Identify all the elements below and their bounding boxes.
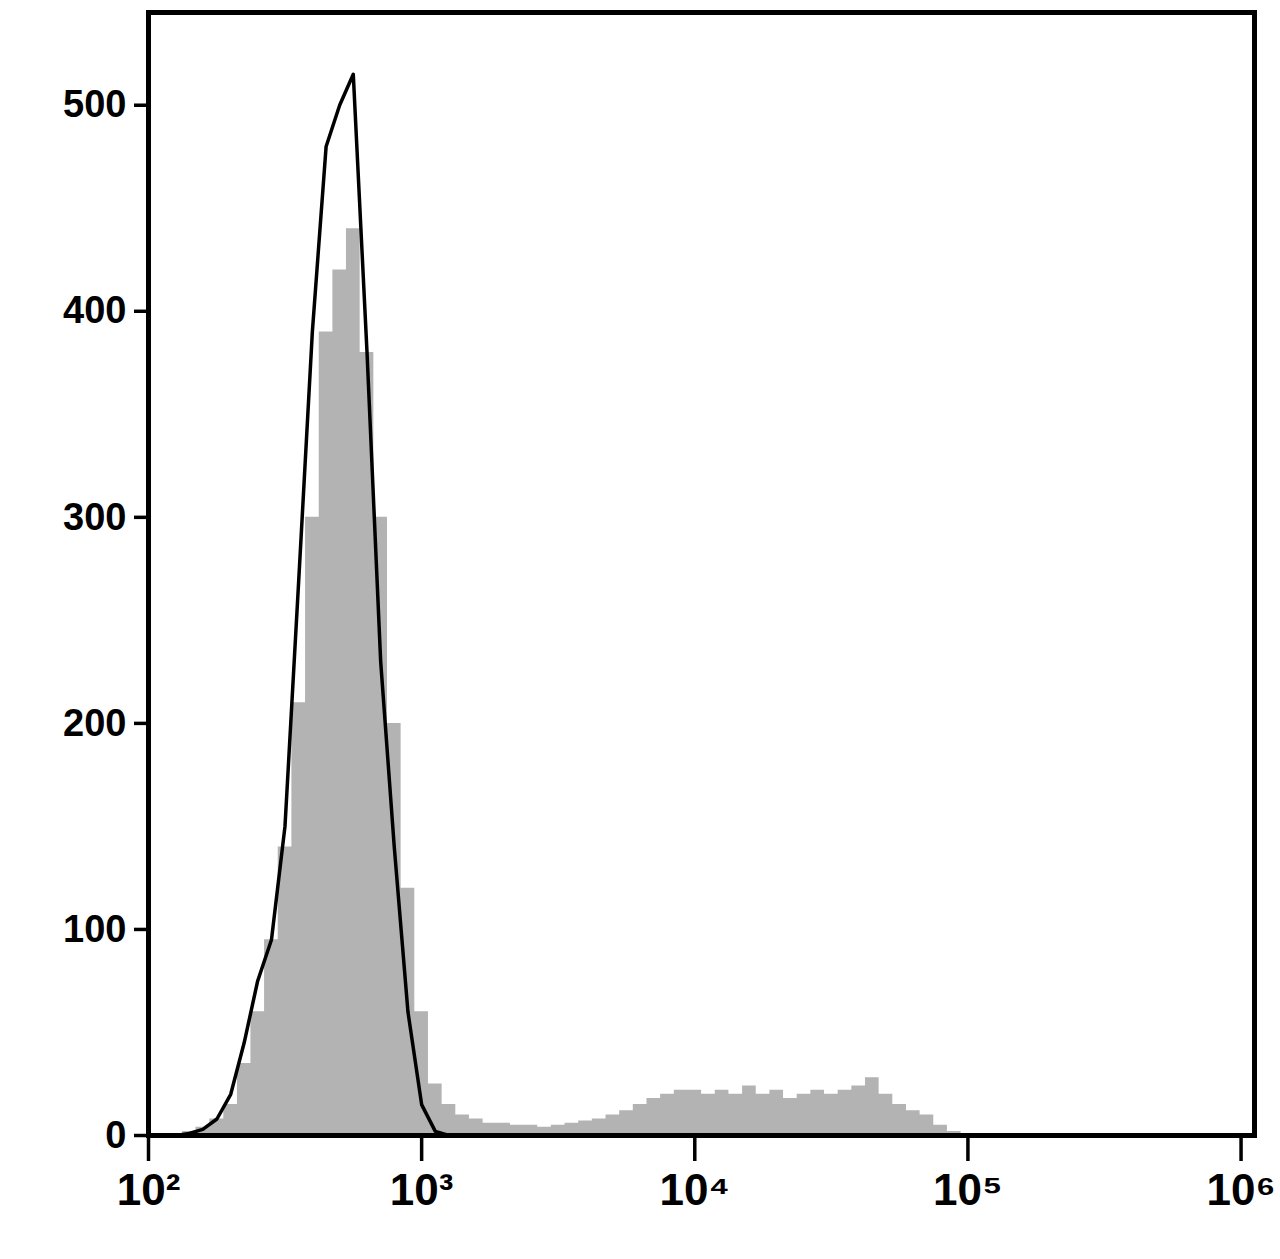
svg-text:10⁴: 10⁴: [659, 1165, 730, 1214]
svg-text:10⁵: 10⁵: [933, 1165, 1003, 1214]
svg-text:200: 200: [63, 702, 126, 744]
svg-text:10³: 10³: [390, 1165, 454, 1214]
svg-text:0: 0: [105, 1114, 126, 1156]
svg-text:100: 100: [63, 908, 126, 950]
svg-text:10²: 10²: [117, 1165, 181, 1214]
svg-text:10⁶: 10⁶: [1206, 1165, 1275, 1214]
svg-text:400: 400: [63, 289, 126, 331]
svg-text:300: 300: [63, 495, 126, 537]
svg-text:500: 500: [63, 83, 126, 125]
